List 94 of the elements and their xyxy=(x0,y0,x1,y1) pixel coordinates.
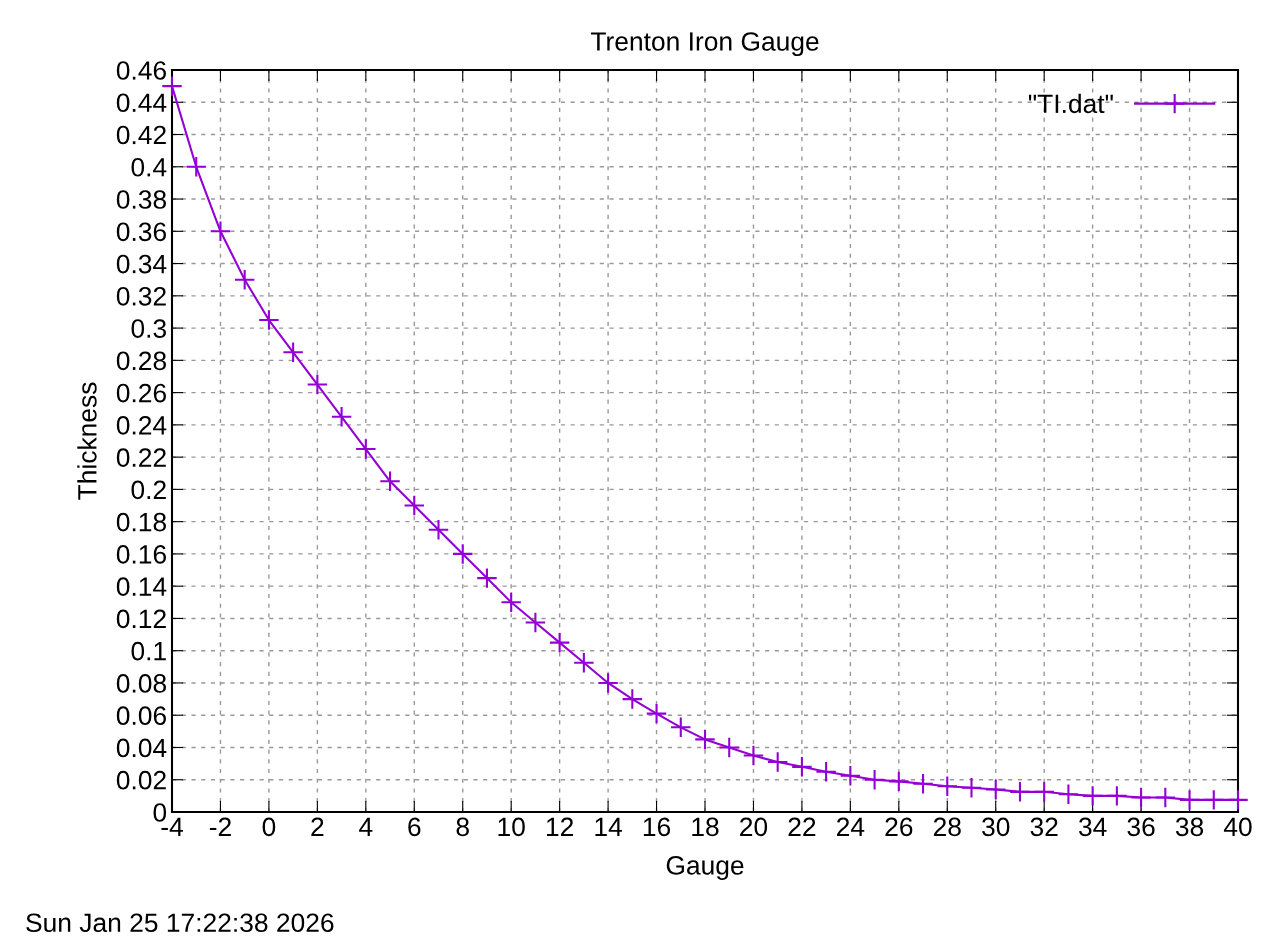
y-axis-title: Thickness xyxy=(77,382,97,500)
y-tick-label: 0.18 xyxy=(116,512,166,532)
point xyxy=(1227,789,1249,811)
point xyxy=(451,543,474,565)
y-tick-label: 0.38 xyxy=(116,190,166,209)
y-tick-label: 0.02 xyxy=(116,770,166,790)
point xyxy=(742,744,765,767)
x-tick-label: 36 xyxy=(1127,817,1155,837)
point xyxy=(597,672,619,694)
x-tick-label: 18 xyxy=(692,817,719,837)
x-tick-label: 40 xyxy=(1223,817,1252,837)
point xyxy=(1033,781,1055,803)
x-tick-label: 14 xyxy=(595,817,622,836)
y-tick-label: 0.2 xyxy=(131,480,166,500)
chart-title: Trenton Iron Gauge xyxy=(590,32,819,57)
x-tick-label: 12 xyxy=(546,817,573,836)
point xyxy=(839,764,862,787)
point xyxy=(1178,789,1201,811)
x-tick-label: 16 xyxy=(643,817,671,837)
y-tick-label: 0.16 xyxy=(116,545,166,564)
point xyxy=(1203,789,1225,811)
text: Sun Jan 25 17:22:38 2026 xyxy=(26,913,334,933)
point xyxy=(984,778,1007,801)
y-tick-label: 0.44 xyxy=(116,93,167,113)
point xyxy=(306,373,329,396)
x-axis-title: Gauge xyxy=(666,856,744,880)
point xyxy=(791,756,813,778)
point xyxy=(379,470,401,493)
y-tick-label: 0.26 xyxy=(116,383,166,403)
point xyxy=(766,751,789,773)
point xyxy=(694,728,716,751)
legend-label: "TI.dat" xyxy=(1028,93,1113,114)
x-tick-label: 34 xyxy=(1078,817,1107,837)
y-tick-label: 0.46 xyxy=(116,61,166,80)
point xyxy=(960,777,983,799)
point xyxy=(936,775,959,797)
point xyxy=(645,702,668,725)
x-tick-label: 6 xyxy=(408,817,421,837)
point xyxy=(282,341,304,364)
point xyxy=(888,770,910,793)
y-tick-label: 0.1 xyxy=(131,641,166,661)
x-tick-label: 8 xyxy=(456,817,469,837)
x-tick-label: 4 xyxy=(359,817,373,836)
x-tick-label: 22 xyxy=(788,817,816,836)
point xyxy=(1154,786,1177,809)
x-tick-label: 2 xyxy=(311,817,324,836)
y-tick-label: 0.22 xyxy=(116,448,166,467)
y-tick-label: 0.3 xyxy=(131,319,166,338)
x-tick-label: 38 xyxy=(1175,817,1204,837)
point xyxy=(1057,783,1080,806)
point xyxy=(258,309,280,331)
x-tick-label: 32 xyxy=(1030,817,1058,837)
point xyxy=(1009,781,1031,803)
point xyxy=(1106,785,1128,807)
y-tick-label: 0.24 xyxy=(116,416,167,435)
y-tick-label: 0.32 xyxy=(116,286,166,306)
x-tick-label: 10 xyxy=(498,817,525,837)
point xyxy=(427,518,450,541)
x-tick-label: 28 xyxy=(933,817,961,837)
y-tick-label: 0.08 xyxy=(116,674,166,693)
y-tick-label: 0.4 xyxy=(131,157,167,177)
point xyxy=(209,220,232,243)
point xyxy=(403,494,426,517)
x-tick-label: 20 xyxy=(740,817,768,837)
y-tick-label: 0.06 xyxy=(116,706,166,726)
y-tick-label: 0.42 xyxy=(116,125,166,145)
point xyxy=(573,652,595,674)
point xyxy=(524,611,547,634)
x-tick-label: 30 xyxy=(982,817,1010,837)
point xyxy=(718,736,740,759)
point xyxy=(330,406,353,428)
point xyxy=(476,567,498,589)
point xyxy=(500,591,522,614)
point xyxy=(670,716,692,739)
y-tick-label: 0.12 xyxy=(116,609,166,629)
point xyxy=(912,773,934,795)
x-tick-label: 24 xyxy=(837,817,865,836)
point xyxy=(233,268,256,291)
point xyxy=(863,768,886,791)
point xyxy=(355,438,377,460)
point xyxy=(548,631,571,654)
y-tick-label: 0.04 xyxy=(116,738,167,758)
x-tick-label: -2 xyxy=(209,817,231,836)
x-tick-label: 0 xyxy=(262,817,276,837)
y-tick-label: 0.28 xyxy=(116,351,166,371)
y-tick-label: 0.34 xyxy=(116,254,167,274)
y-tick-label: 0.36 xyxy=(116,222,166,242)
point xyxy=(185,156,207,178)
point xyxy=(1081,785,1104,807)
point xyxy=(1130,786,1152,809)
x-tick-label: 26 xyxy=(885,817,913,837)
point xyxy=(815,760,837,783)
y-tick-label: 0.14 xyxy=(116,577,167,596)
point xyxy=(621,688,644,710)
